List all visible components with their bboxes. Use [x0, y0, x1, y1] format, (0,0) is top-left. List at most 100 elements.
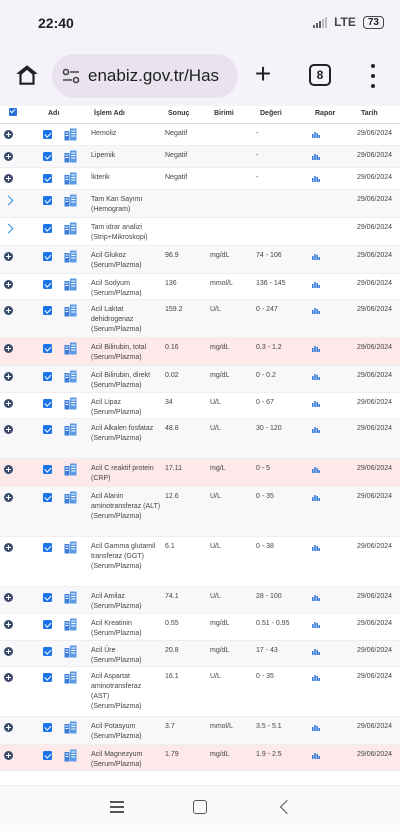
expand-plus-icon[interactable]: [4, 673, 13, 682]
row-checkbox[interactable]: [43, 673, 52, 682]
row-checkbox[interactable]: [43, 224, 52, 233]
expand-chevron-icon[interactable]: [3, 195, 14, 206]
header-report[interactable]: Rapor: [315, 110, 336, 117]
address-bar[interactable]: enabiz.gov.tr/Has: [52, 54, 238, 98]
table-row[interactable]: Acil Üre (Serum/Plazma) 20.8 mg/dL 17 - 43 2…: [0, 641, 400, 667]
report-chart-icon[interactable]: [312, 466, 320, 473]
document-icon[interactable]: [64, 342, 77, 355]
report-chart-icon[interactable]: [312, 426, 320, 433]
document-icon[interactable]: [64, 591, 77, 604]
select-all-checkbox[interactable]: [9, 108, 17, 116]
report-chart-icon[interactable]: [312, 494, 320, 501]
expand-plus-icon[interactable]: [4, 493, 13, 502]
table-row[interactable]: Tam Kan Sayımı (Hemogram) 29/06/2024: [0, 190, 400, 218]
table-row[interactable]: Acil Alkalen fosfataz (Serum/Plazma) 48.8…: [0, 419, 400, 459]
table-row[interactable]: Lipemik Negatif - 29/06/2024: [0, 146, 400, 168]
row-checkbox[interactable]: [43, 493, 52, 502]
table-row[interactable]: Tam idrar analizi (Strip+Mikroskopi) 29/0…: [0, 218, 400, 246]
expand-plus-icon[interactable]: [4, 152, 13, 161]
table-row[interactable]: Acil Alanin aminotransferaz (ALT) (Serum…: [0, 487, 400, 537]
header-name[interactable]: Adı: [48, 110, 60, 117]
report-chart-icon[interactable]: [312, 594, 320, 601]
expand-plus-icon[interactable]: [4, 543, 13, 552]
expand-plus-icon[interactable]: [4, 751, 13, 760]
report-chart-icon[interactable]: [312, 621, 320, 628]
tab-switcher-button[interactable]: 8: [309, 64, 331, 86]
document-icon[interactable]: [64, 128, 77, 141]
table-row[interactable]: Acil Bilirubin, direkt (Serum/Plazma) 0.0…: [0, 366, 400, 393]
expand-chevron-icon[interactable]: [3, 223, 14, 234]
row-checkbox[interactable]: [43, 372, 52, 381]
new-tab-button[interactable]: +: [254, 58, 272, 89]
browser-menu-button[interactable]: [364, 64, 382, 88]
row-checkbox[interactable]: [43, 543, 52, 552]
table-row[interactable]: Acil Magnezyum (Serum/Plazma) 1.79 mg/dL 1.…: [0, 745, 400, 771]
row-checkbox[interactable]: [43, 152, 52, 161]
expand-plus-icon[interactable]: [4, 465, 13, 474]
table-row[interactable]: Acil Aspartat aminotransferaz (AST) (Ser…: [0, 667, 400, 717]
recents-icon[interactable]: [110, 801, 124, 813]
row-checkbox[interactable]: [43, 174, 52, 183]
home-icon[interactable]: [14, 62, 40, 88]
expand-plus-icon[interactable]: [4, 252, 13, 261]
document-icon[interactable]: [64, 304, 77, 317]
expand-plus-icon[interactable]: [4, 620, 13, 629]
report-chart-icon[interactable]: [312, 131, 320, 138]
document-icon[interactable]: [64, 278, 77, 291]
document-icon[interactable]: [64, 671, 77, 684]
report-chart-icon[interactable]: [312, 253, 320, 260]
report-chart-icon[interactable]: [312, 400, 320, 407]
table-row[interactable]: Acil Lipaz (Serum/Plazma) 34 U/L 0 - 67 29/0…: [0, 393, 400, 419]
header-result[interactable]: Sonuç: [168, 110, 190, 117]
table-row[interactable]: Hemoliz Negatif - 29/06/2024: [0, 124, 400, 146]
row-checkbox[interactable]: [43, 252, 52, 261]
document-icon[interactable]: [64, 250, 77, 263]
row-checkbox[interactable]: [43, 306, 52, 315]
row-checkbox[interactable]: [43, 130, 52, 139]
expand-plus-icon[interactable]: [4, 280, 13, 289]
row-checkbox[interactable]: [43, 620, 52, 629]
header-unit[interactable]: Birimi: [214, 110, 234, 117]
report-chart-icon[interactable]: [312, 307, 320, 314]
row-checkbox[interactable]: [43, 751, 52, 760]
expand-plus-icon[interactable]: [4, 593, 13, 602]
row-checkbox[interactable]: [43, 723, 52, 732]
expand-plus-icon[interactable]: [4, 399, 13, 408]
document-icon[interactable]: [64, 194, 77, 207]
expand-plus-icon[interactable]: [4, 306, 13, 315]
header-date[interactable]: Tarih: [361, 110, 378, 117]
report-chart-icon[interactable]: [312, 175, 320, 182]
header-ref[interactable]: Değeri: [260, 110, 282, 117]
document-icon[interactable]: [64, 397, 77, 410]
header-test[interactable]: İşlem Adı: [94, 110, 125, 117]
row-checkbox[interactable]: [43, 425, 52, 434]
report-chart-icon[interactable]: [312, 674, 320, 681]
expand-plus-icon[interactable]: [4, 130, 13, 139]
table-row[interactable]: Acil Gamma glutamil transferaz (GGT) (Se…: [0, 537, 400, 587]
row-checkbox[interactable]: [43, 196, 52, 205]
document-icon[interactable]: [64, 222, 77, 235]
document-icon[interactable]: [64, 618, 77, 631]
report-chart-icon[interactable]: [312, 752, 320, 759]
document-icon[interactable]: [64, 645, 77, 658]
table-row[interactable]: İkterik Negatif - 29/06/2024: [0, 168, 400, 190]
expand-plus-icon[interactable]: [4, 723, 13, 732]
document-icon[interactable]: [64, 150, 77, 163]
report-chart-icon[interactable]: [312, 648, 320, 655]
row-checkbox[interactable]: [43, 280, 52, 289]
expand-plus-icon[interactable]: [4, 372, 13, 381]
expand-plus-icon[interactable]: [4, 174, 13, 183]
report-chart-icon[interactable]: [312, 724, 320, 731]
row-checkbox[interactable]: [43, 344, 52, 353]
expand-plus-icon[interactable]: [4, 647, 13, 656]
table-row[interactable]: Acil Amilaz (Serum/Plazma) 74.1 U/L 28 - 10…: [0, 587, 400, 614]
table-row[interactable]: Acil C reaktif protein (CRP) 17.11 mg/L 0 -…: [0, 459, 400, 487]
back-icon[interactable]: [279, 799, 295, 815]
document-icon[interactable]: [64, 491, 77, 504]
row-checkbox[interactable]: [43, 593, 52, 602]
table-row[interactable]: Acil Kreatinin (Serum/Plazma) 0.55 mg/dL 0.…: [0, 614, 400, 641]
report-chart-icon[interactable]: [312, 345, 320, 352]
row-checkbox[interactable]: [43, 465, 52, 474]
document-icon[interactable]: [64, 721, 77, 734]
table-row[interactable]: Acil Potasyum (Serum/Plazma) 3.7 mmol/L 3.5…: [0, 717, 400, 745]
